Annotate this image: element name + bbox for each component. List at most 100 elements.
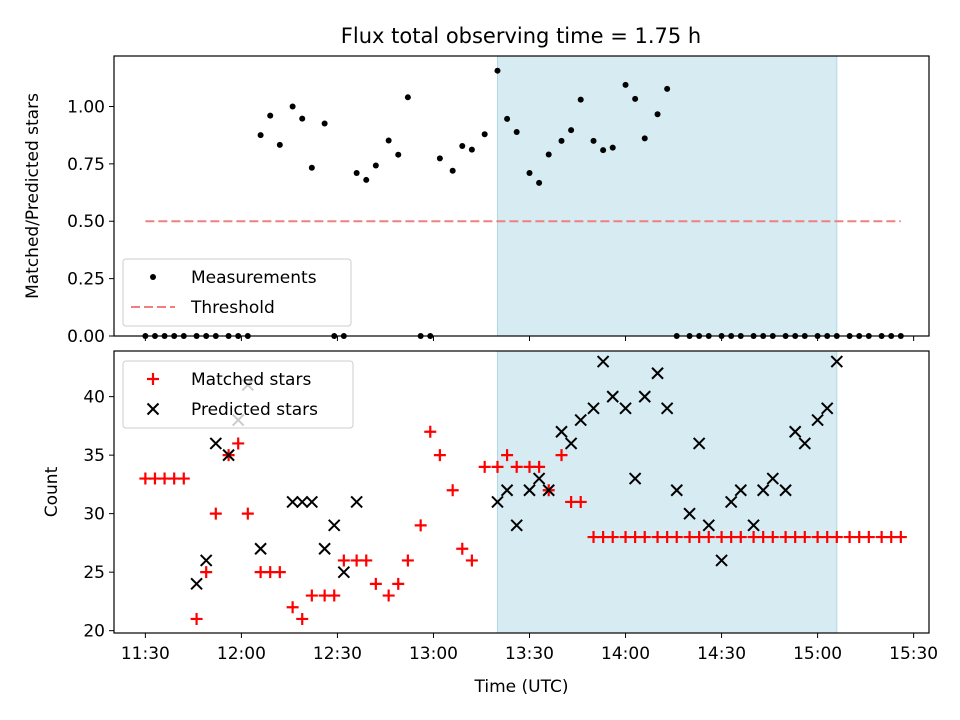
predicted-point <box>683 507 696 520</box>
x-tick-label: 14:30 <box>697 644 746 664</box>
measurement-point <box>504 115 511 122</box>
predicted-point <box>811 413 824 427</box>
predicted-point <box>724 495 738 509</box>
matched-point <box>337 554 350 567</box>
matched-point <box>894 531 907 544</box>
predicted-point <box>798 437 812 450</box>
measurement-point <box>276 141 283 148</box>
y-tick-label: 35 <box>83 446 105 466</box>
measurement-point <box>664 85 671 92</box>
measurement-point <box>468 146 475 153</box>
matched-point <box>424 425 437 438</box>
predicted-point <box>491 495 504 509</box>
predicted-point <box>510 519 523 532</box>
x-tick-label: 15:30 <box>889 644 938 664</box>
matched-point <box>478 460 491 473</box>
predicted-point <box>779 484 792 497</box>
matched-point <box>670 531 683 544</box>
predicted-point <box>596 355 610 368</box>
legend-label: Predicted stars <box>191 400 318 420</box>
matched-point <box>369 577 382 590</box>
measurement-point <box>436 155 443 162</box>
legend-marker-predicted <box>146 402 160 416</box>
y-tick-label: 1.00 <box>67 97 105 117</box>
x-tick-label: 13:30 <box>505 644 554 664</box>
matched-point <box>401 554 414 567</box>
y-axis-label: Matched/Predicted stars <box>23 93 43 299</box>
legend-label: Matched stars <box>191 370 311 390</box>
measurement-point <box>372 162 379 169</box>
legend-marker-matched <box>147 373 159 385</box>
matched-point <box>177 472 190 485</box>
y-axis-label: Count <box>42 466 62 517</box>
measurement-point <box>449 167 456 174</box>
predicted-point <box>350 495 363 509</box>
matched-point <box>241 507 254 520</box>
matched-point <box>533 460 546 473</box>
predicted-point <box>756 484 770 497</box>
matched-point <box>232 437 245 450</box>
matched-point <box>190 612 203 625</box>
y-tick-label: 20 <box>83 622 105 642</box>
predicted-point <box>190 577 203 591</box>
y-tick-label: 30 <box>83 505 105 525</box>
matched-point <box>360 554 373 567</box>
predicted-point <box>254 542 267 555</box>
measurement-point <box>609 144 616 151</box>
predicted-point <box>542 484 555 497</box>
matched-point <box>305 589 318 602</box>
predicted-point <box>296 495 309 509</box>
matched-point <box>734 531 747 544</box>
legend-label: Threshold <box>190 298 275 318</box>
matched-point <box>456 542 469 555</box>
predicted-point <box>670 484 683 497</box>
predicted-point <box>222 448 235 462</box>
predicted-point <box>628 472 642 485</box>
y-tick-label: 0.75 <box>67 155 105 175</box>
measurement-point <box>353 170 360 177</box>
chart-title: Flux total observing time = 1.75 h <box>341 24 701 48</box>
measurement-point <box>577 96 584 103</box>
measurement-point <box>632 95 639 102</box>
measurement-point <box>289 103 296 110</box>
axes-frame <box>113 55 930 337</box>
observing-span <box>496 55 838 337</box>
matched-point <box>830 531 843 544</box>
matched-point <box>433 449 446 462</box>
predicted-point <box>199 554 213 567</box>
matched-point <box>286 601 299 614</box>
x-tick-label: 15:00 <box>793 644 842 664</box>
predicted-point <box>500 484 514 497</box>
measurement-point <box>385 137 392 144</box>
x-axis-label: Time (UTC) <box>474 677 569 697</box>
predicted-point <box>747 519 760 532</box>
y-tick-label: 0.50 <box>67 212 105 232</box>
predicted-point <box>638 390 651 403</box>
matched-point <box>382 589 395 602</box>
x-tick-label: 14:00 <box>601 644 650 664</box>
ratio-panel: 0.00 0.25 0.50 0.75 1.00 Matched/Predicted st… <box>23 55 930 347</box>
measurement-point <box>299 115 306 122</box>
observing-span <box>496 350 838 634</box>
count-panel: 20 25 30 35 40 11:30 12:00 12:30 13:00 13:30 14:00… <box>42 350 938 697</box>
measurement-point <box>654 111 661 118</box>
matched-point <box>392 577 405 590</box>
matched-point <box>465 554 478 567</box>
measurement-point <box>513 128 520 135</box>
measurement-point <box>404 94 411 101</box>
y-tick-label: 0.25 <box>67 270 105 290</box>
measurement-point <box>257 132 264 139</box>
measurement-point <box>526 170 533 177</box>
y-tick-label: 0.00 <box>67 327 105 347</box>
measurement-point <box>363 176 370 183</box>
legend-marker-measurements <box>150 274 156 280</box>
matched-point <box>491 460 504 473</box>
predicted-point <box>702 519 715 532</box>
matched-point <box>862 531 875 544</box>
measurement-point <box>267 112 274 119</box>
measurement-point <box>622 81 629 88</box>
matched-point <box>328 589 341 602</box>
predicted-point <box>564 437 578 450</box>
matched-point <box>606 531 619 544</box>
